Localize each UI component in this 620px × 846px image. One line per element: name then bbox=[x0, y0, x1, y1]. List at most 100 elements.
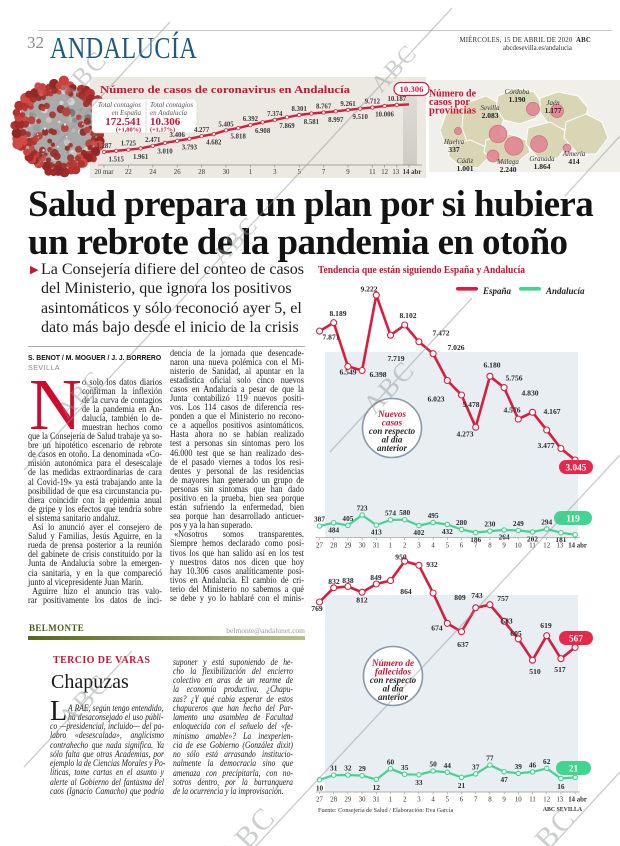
svg-text:Sevilla: Sevilla bbox=[480, 104, 500, 112]
svg-text:Total contagios: Total contagios bbox=[98, 101, 141, 109]
svg-text:413: 413 bbox=[371, 528, 382, 537]
svg-text:29: 29 bbox=[358, 764, 366, 773]
svg-text:723: 723 bbox=[357, 504, 368, 513]
svg-text:6.908: 6.908 bbox=[255, 128, 271, 135]
svg-text:7.869: 7.869 bbox=[279, 123, 295, 130]
svg-text:22: 22 bbox=[125, 169, 132, 176]
svg-text:Andalucía: Andalucía bbox=[545, 286, 585, 296]
svg-text:12: 12 bbox=[381, 169, 388, 176]
svg-text:3.045: 3.045 bbox=[566, 464, 587, 474]
svg-text:12: 12 bbox=[543, 797, 550, 804]
svg-text:27: 27 bbox=[316, 797, 323, 804]
svg-text:230: 230 bbox=[484, 520, 495, 529]
svg-text:9.510: 9.510 bbox=[353, 114, 369, 121]
svg-text:31: 31 bbox=[373, 543, 380, 550]
svg-text:30: 30 bbox=[359, 797, 366, 804]
svg-text:Tendencia que están siguiendo: Tendencia que están siguiendo España y A… bbox=[318, 264, 525, 276]
svg-text:10: 10 bbox=[515, 797, 522, 804]
svg-text:4: 4 bbox=[431, 543, 435, 550]
svg-text:7: 7 bbox=[474, 797, 478, 804]
svg-text:60: 60 bbox=[387, 757, 395, 766]
svg-text:3: 3 bbox=[417, 543, 421, 550]
svg-text:14 abr: 14 abr bbox=[568, 797, 587, 804]
svg-text:5.818: 5.818 bbox=[231, 134, 247, 141]
svg-text:ABC SEVILLA: ABC SEVILLA bbox=[543, 807, 583, 813]
svg-text:172.541: 172.541 bbox=[105, 116, 141, 128]
svg-text:(+1,17%): (+1,17%) bbox=[150, 127, 175, 134]
svg-text:402: 402 bbox=[413, 528, 424, 537]
svg-text:294: 294 bbox=[541, 518, 552, 527]
svg-text:574: 574 bbox=[385, 508, 396, 517]
svg-text:619: 619 bbox=[540, 621, 552, 630]
svg-text:Málaga: Málaga bbox=[496, 158, 519, 166]
svg-text:12: 12 bbox=[543, 543, 550, 550]
svg-text:ABC: ABC bbox=[212, 800, 282, 846]
svg-text:31: 31 bbox=[330, 764, 338, 773]
svg-text:510: 510 bbox=[529, 667, 541, 676]
svg-text:1.287: 1.287 bbox=[96, 143, 112, 150]
svg-text:1.864: 1.864 bbox=[534, 162, 551, 171]
svg-text:580: 580 bbox=[399, 508, 410, 517]
svg-text:7.472: 7.472 bbox=[432, 329, 449, 338]
svg-text:3.477: 3.477 bbox=[537, 441, 554, 450]
svg-text:249: 249 bbox=[513, 519, 524, 528]
svg-text:8.767: 8.767 bbox=[316, 104, 332, 111]
svg-text:28: 28 bbox=[330, 543, 337, 550]
svg-text:11: 11 bbox=[529, 797, 536, 804]
svg-text:47: 47 bbox=[500, 775, 508, 784]
svg-text:8.997: 8.997 bbox=[328, 117, 344, 124]
svg-text:Total contagios: Total contagios bbox=[150, 101, 193, 109]
svg-text:5.756: 5.756 bbox=[505, 374, 522, 383]
svg-text:Córdoba: Córdoba bbox=[505, 88, 530, 96]
svg-text:809: 809 bbox=[454, 593, 466, 602]
svg-text:864: 864 bbox=[400, 587, 412, 596]
svg-text:5.478: 5.478 bbox=[462, 400, 479, 409]
svg-text:(+1,80%): (+1,80%) bbox=[116, 127, 141, 134]
svg-text:10.306: 10.306 bbox=[400, 84, 425, 94]
svg-text:2: 2 bbox=[403, 797, 407, 804]
svg-text:ABC: ABC bbox=[366, 40, 423, 98]
svg-text:387: 387 bbox=[314, 515, 325, 524]
svg-text:8: 8 bbox=[488, 797, 492, 804]
svg-text:1.001: 1.001 bbox=[457, 164, 474, 173]
svg-text:4: 4 bbox=[431, 797, 435, 804]
svg-text:7.374: 7.374 bbox=[267, 111, 283, 118]
svg-text:en España: en España bbox=[112, 109, 142, 117]
svg-text:932: 932 bbox=[426, 560, 438, 569]
svg-text:337: 337 bbox=[448, 145, 460, 154]
svg-text:10.306: 10.306 bbox=[150, 116, 181, 128]
svg-text:5: 5 bbox=[446, 543, 450, 550]
svg-text:280: 280 bbox=[456, 518, 467, 527]
svg-text:10.187: 10.187 bbox=[387, 96, 406, 103]
svg-text:3.406: 3.406 bbox=[170, 132, 186, 139]
svg-text:6.549: 6.549 bbox=[339, 368, 356, 377]
svg-text:35: 35 bbox=[401, 763, 409, 772]
svg-text:838: 838 bbox=[342, 576, 354, 585]
svg-text:32: 32 bbox=[344, 764, 352, 773]
svg-text:683: 683 bbox=[501, 617, 513, 626]
svg-text:fallecidos: fallecidos bbox=[375, 667, 412, 677]
svg-text:al día: al día bbox=[383, 684, 404, 694]
svg-text:1.725: 1.725 bbox=[121, 141, 137, 148]
svg-text:26: 26 bbox=[174, 169, 181, 176]
svg-text:Número de: Número de bbox=[371, 658, 414, 668]
svg-text:4.576: 4.576 bbox=[503, 406, 520, 415]
svg-text:4.167: 4.167 bbox=[543, 407, 560, 416]
svg-text:al día: al día bbox=[382, 435, 403, 445]
svg-text:anterior: anterior bbox=[377, 443, 408, 453]
svg-text:7: 7 bbox=[322, 169, 326, 176]
svg-text:10: 10 bbox=[515, 543, 522, 550]
svg-text:con respecto: con respecto bbox=[370, 675, 417, 685]
svg-text:264: 264 bbox=[499, 533, 510, 542]
svg-text:1.190: 1.190 bbox=[509, 95, 526, 104]
svg-text:769: 769 bbox=[311, 604, 323, 613]
svg-text:2.240: 2.240 bbox=[500, 165, 517, 174]
svg-text:6.392: 6.392 bbox=[243, 116, 259, 123]
svg-text:3: 3 bbox=[417, 797, 421, 804]
svg-text:4.273: 4.273 bbox=[456, 430, 473, 439]
svg-text:743: 743 bbox=[471, 591, 483, 600]
svg-text:8.102: 8.102 bbox=[399, 311, 416, 320]
svg-text:517: 517 bbox=[554, 665, 566, 674]
svg-text:2.083: 2.083 bbox=[482, 111, 499, 120]
svg-text:1.177: 1.177 bbox=[545, 106, 562, 115]
